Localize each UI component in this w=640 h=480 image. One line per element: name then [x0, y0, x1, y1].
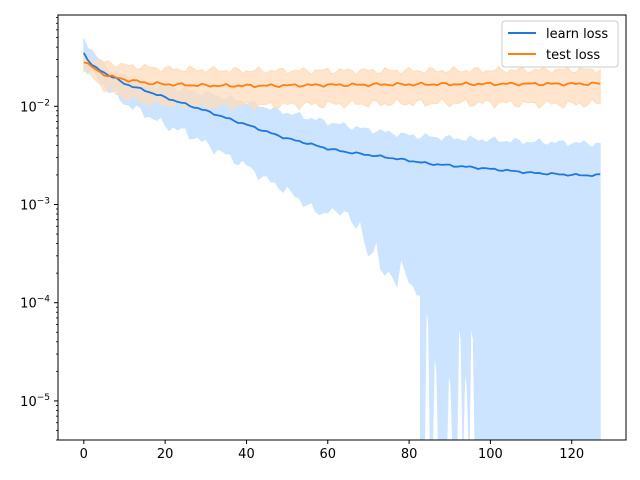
x-tick-label: 60 — [319, 447, 336, 462]
line-learn-loss — [83, 52, 601, 178]
line-test-loss — [83, 61, 601, 89]
x-tick-label: 100 — [478, 447, 503, 462]
band-test-loss — [83, 54, 601, 111]
x-tick-label: 40 — [238, 447, 255, 462]
legend-label-test-loss: test loss — [546, 48, 600, 63]
confidence-bands — [83, 38, 601, 440]
x-tick-label: 0 — [80, 447, 88, 462]
legend: learn loss test loss — [501, 20, 619, 68]
x-tick-label: 80 — [401, 447, 418, 462]
x-tick-label: 120 — [559, 447, 584, 462]
series-lines — [83, 52, 601, 178]
x-tick-label: 20 — [157, 447, 174, 462]
x-axis: 0 20 40 60 80 100 120 — [80, 440, 584, 462]
plot-frame — [57, 14, 627, 441]
legend-label-learn-loss: learn loss — [546, 27, 608, 42]
